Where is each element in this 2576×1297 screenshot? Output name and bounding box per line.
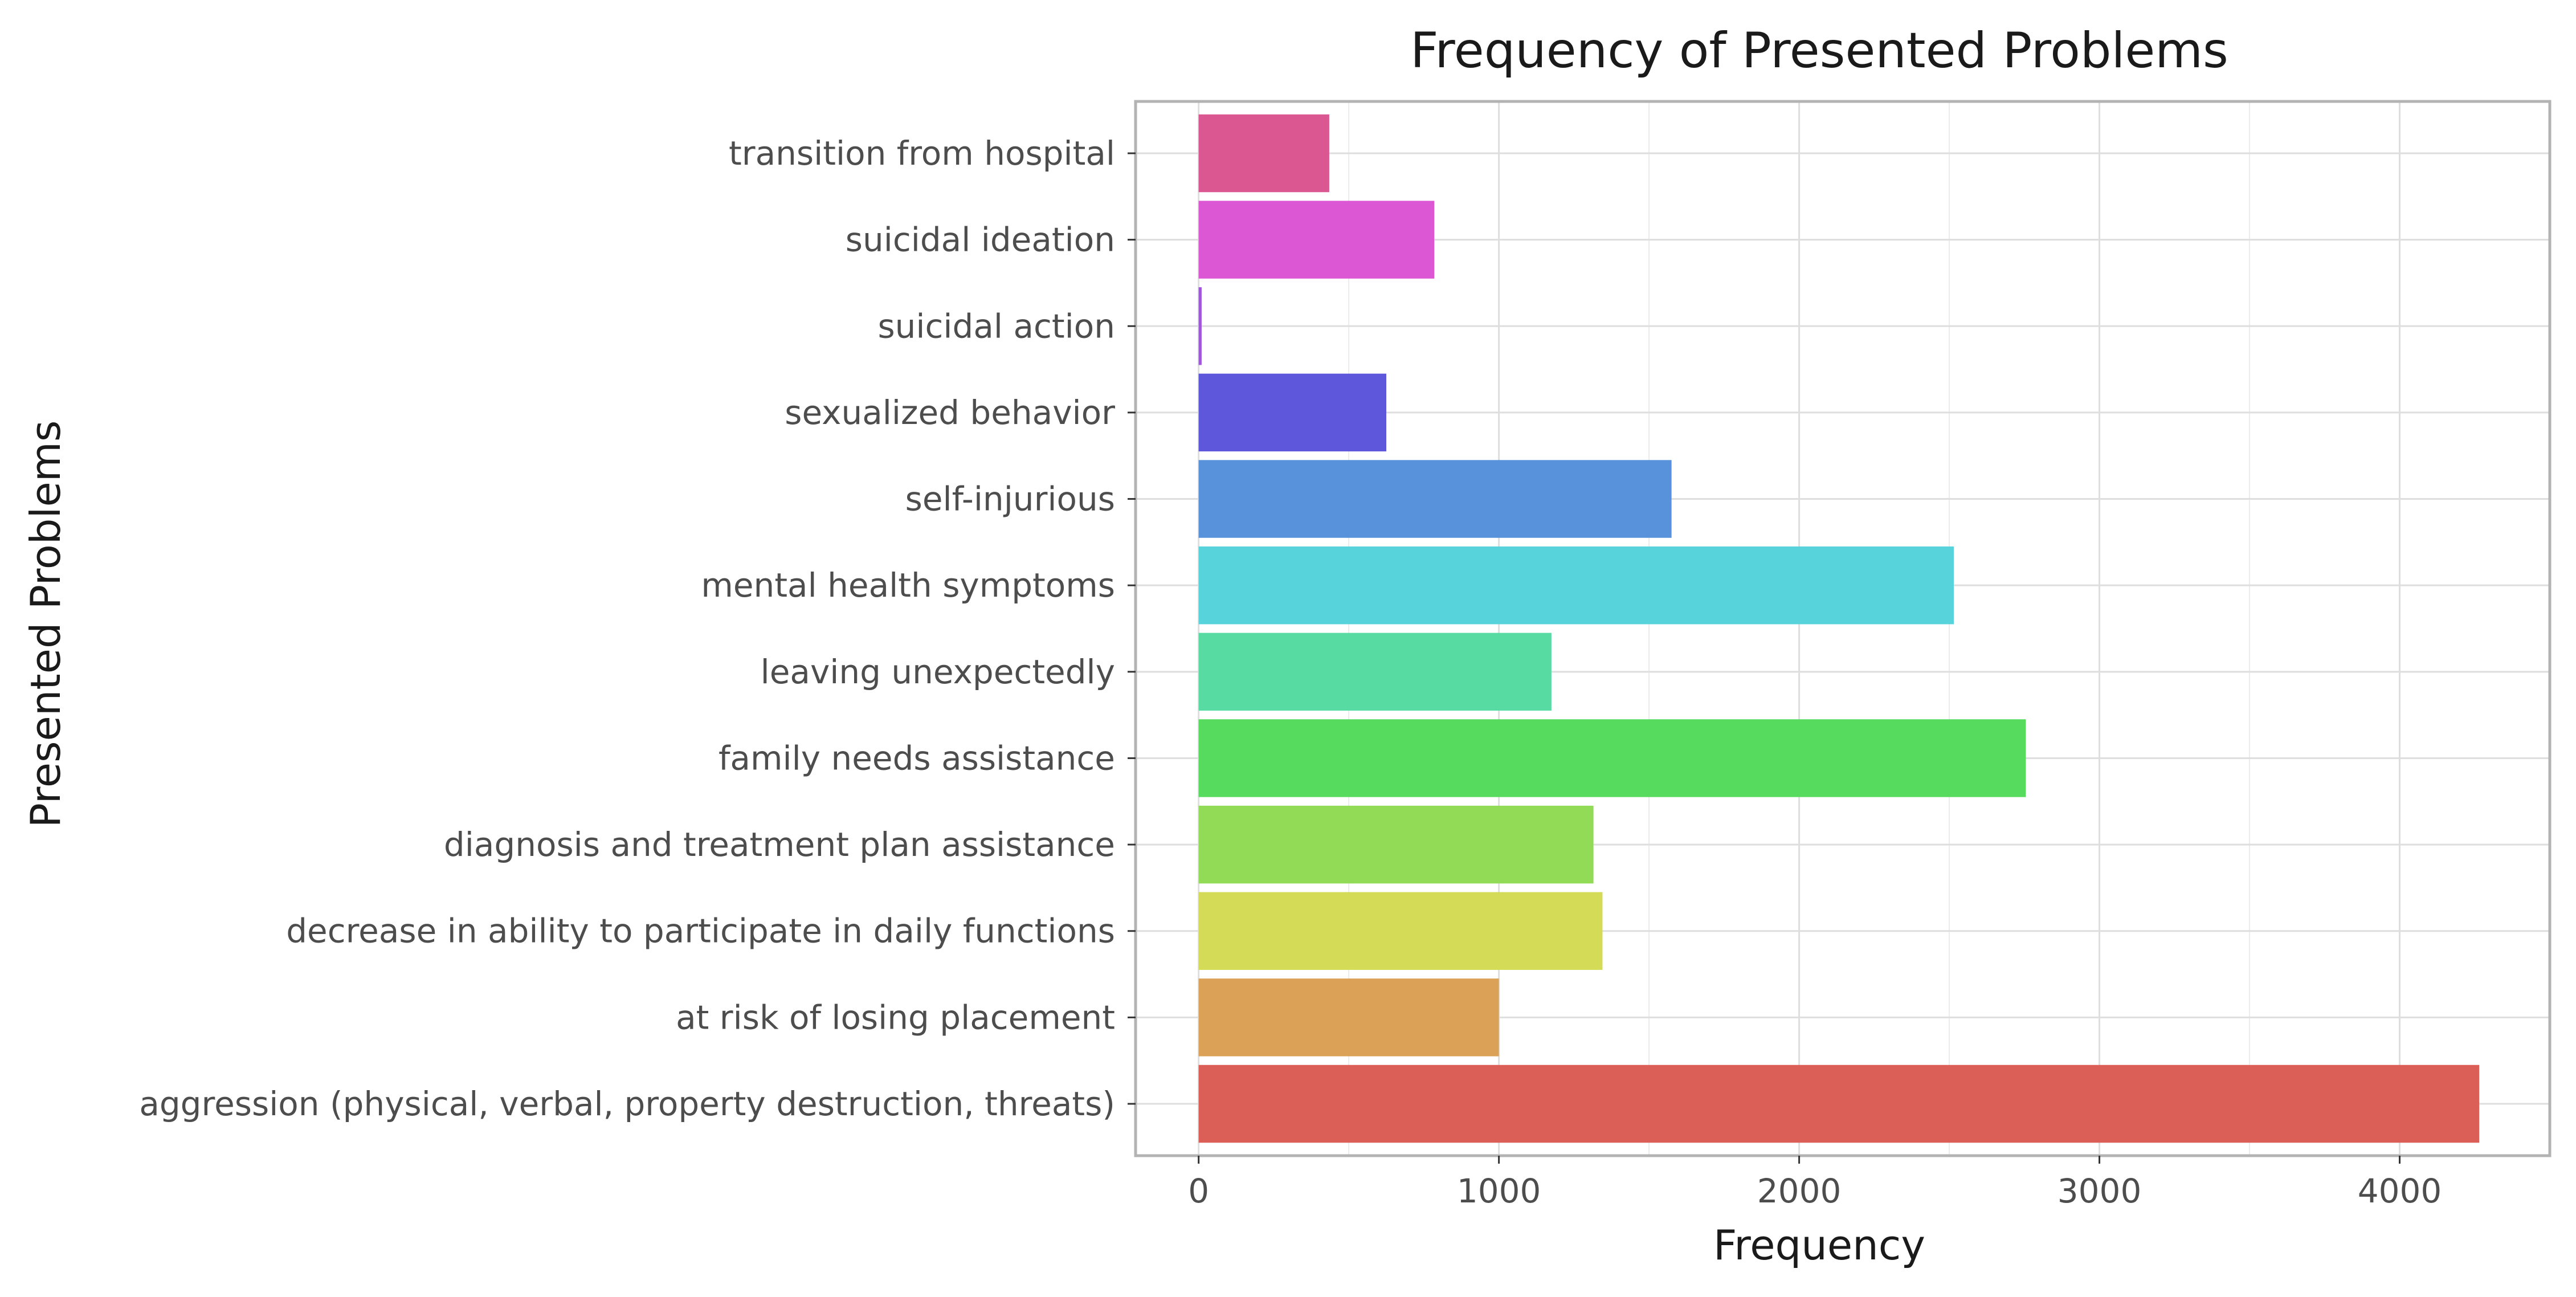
bar — [1198, 1064, 2480, 1143]
y-tick-label: leaving unexpectedly — [761, 652, 1115, 691]
bar — [1198, 978, 1499, 1057]
bar — [1198, 114, 1329, 193]
bar — [1198, 892, 1603, 970]
y-tick-label: aggression (physical, verbal, property d… — [139, 1084, 1115, 1123]
y-tick-label: decrease in ability to participate in da… — [286, 912, 1115, 951]
y-tick-label: at risk of losing placement — [676, 998, 1115, 1037]
bar — [1198, 201, 1435, 279]
bar — [1198, 287, 1202, 365]
x-axis: 0 1000 2000 3000 4000 — [1188, 1156, 2442, 1210]
y-tick-label: sexualized behavior — [785, 393, 1115, 432]
y-tick-label: family needs assistance — [718, 739, 1115, 777]
bar — [1198, 633, 1552, 711]
x-tick-label: 4000 — [2358, 1172, 2442, 1210]
bar — [1198, 805, 1594, 884]
y-tick-label: self-injurious — [905, 480, 1115, 519]
x-tick-label: 2000 — [1757, 1172, 1842, 1210]
plot-panel-border — [1134, 100, 2551, 1157]
x-axis-title: Frequency — [1713, 1221, 1925, 1269]
bar — [1198, 546, 1954, 625]
y-tick-label: diagnosis and treatment plan assistance — [444, 825, 1115, 864]
y-tick-label: transition from hospital — [729, 134, 1115, 173]
y-tick-label: mental health symptoms — [701, 566, 1115, 605]
x-tick-label: 1000 — [1457, 1172, 1541, 1210]
x-tick-label: 0 — [1188, 1172, 1209, 1210]
y-tick-label: suicidal ideation — [846, 221, 1115, 259]
bars — [1198, 114, 2480, 1143]
y-axis: aggression (physical, verbal, property d… — [139, 134, 1136, 1123]
y-tick-label: suicidal action — [877, 307, 1115, 345]
y-axis-title: Presented Problems — [22, 421, 70, 828]
bar — [1198, 373, 1387, 452]
bar — [1198, 460, 1672, 538]
x-tick-label: 3000 — [2057, 1172, 2142, 1210]
bar — [1198, 719, 2026, 797]
chart-title: Frequency of Presented Problems — [1410, 22, 2228, 79]
